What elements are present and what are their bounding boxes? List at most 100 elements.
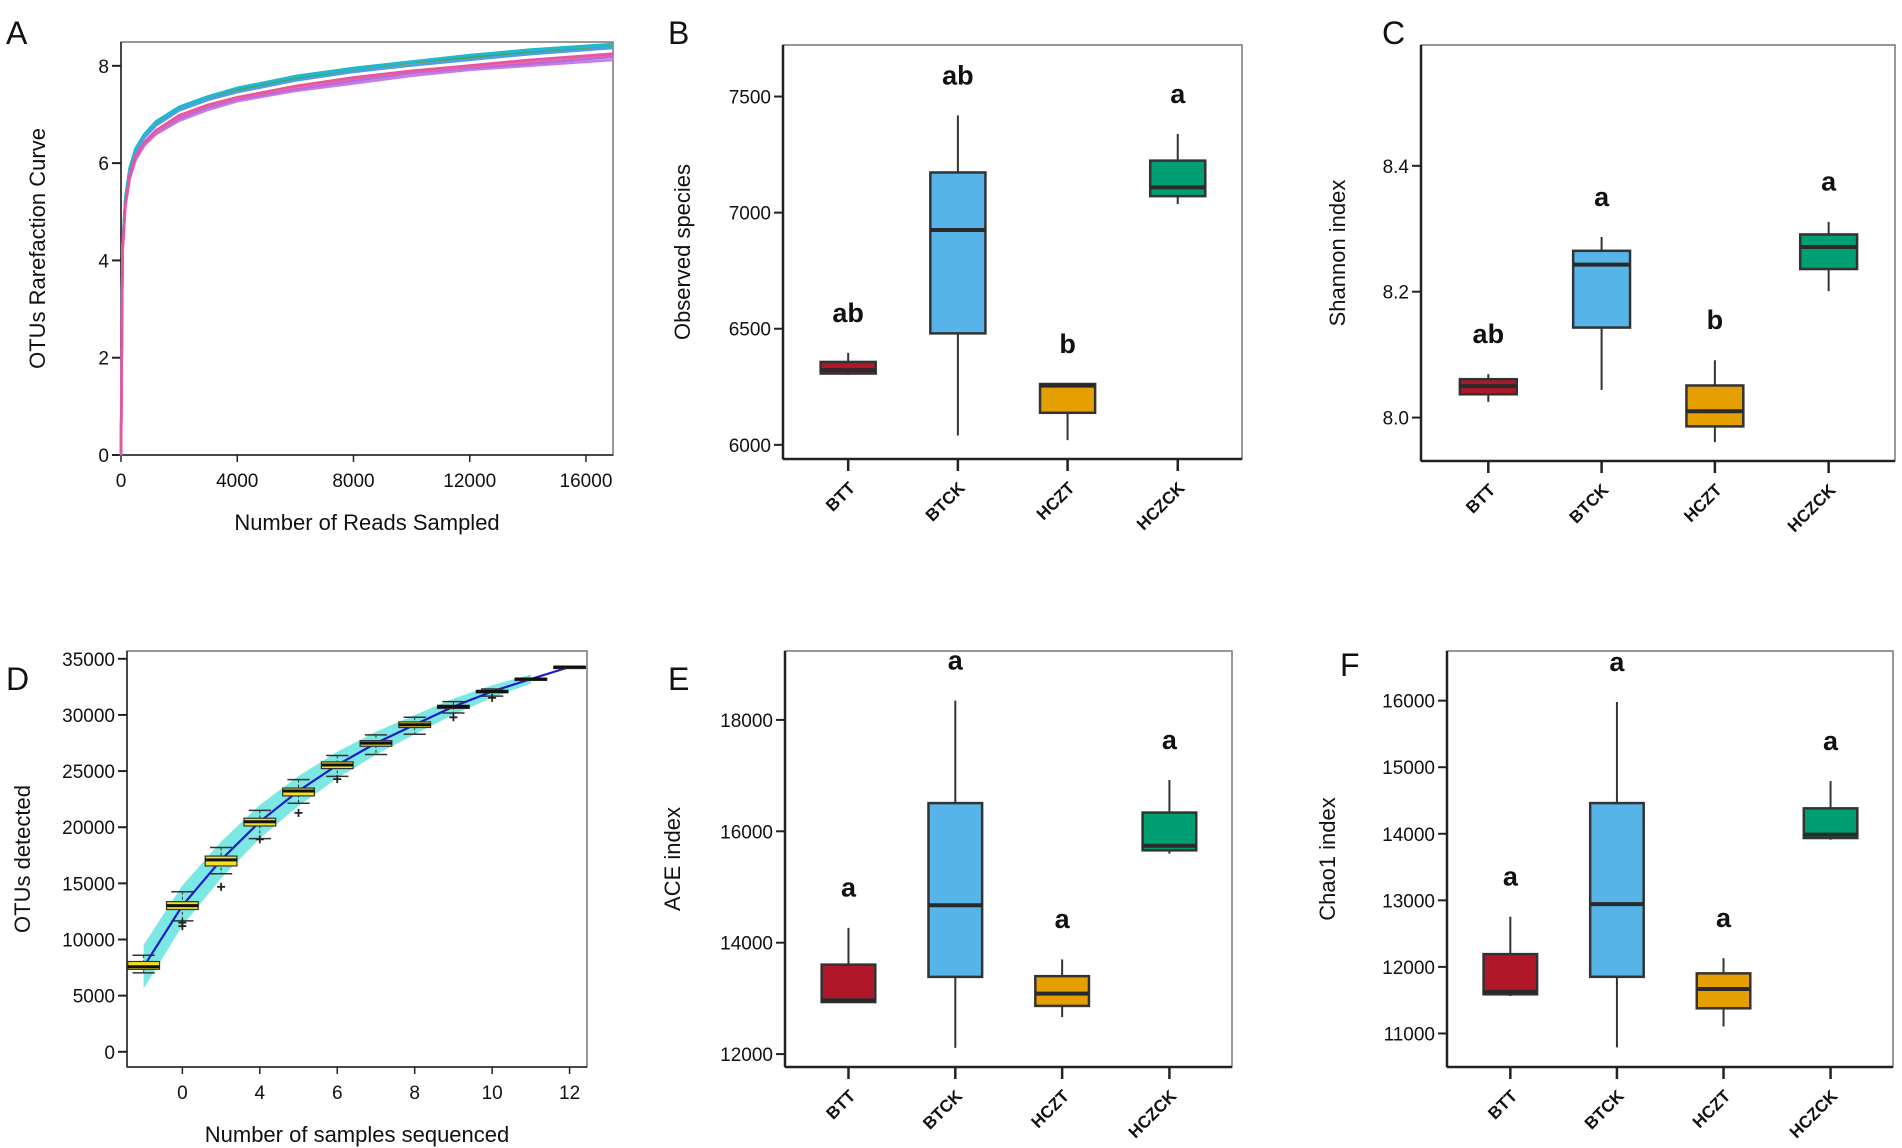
- box-body: [819, 360, 877, 375]
- x-category-label: HCZCK: [1784, 480, 1840, 536]
- box-3: [204, 846, 238, 891]
- box-5: [282, 778, 316, 817]
- x-tick-label: 4: [255, 1083, 266, 1104]
- outlier-marker: [294, 808, 303, 817]
- y-axis-title: OTUs Rarefaction Curve: [25, 128, 50, 369]
- panel-d: 0 5000 10000 15000 20000 25000 30000 35000 OTUs …: [10, 650, 588, 1147]
- x-category-label: BTCK: [922, 478, 969, 525]
- y-tick-label: 20000: [62, 818, 115, 839]
- significance-letter: a: [1055, 904, 1071, 934]
- x-category-label: BTCK: [1581, 1086, 1628, 1133]
- box-btck: [1588, 702, 1645, 1048]
- x-tick-label: 6: [332, 1083, 343, 1104]
- panel-label-c: C: [1382, 15, 1405, 51]
- x-category-label: HCZT: [1680, 480, 1726, 526]
- y-tick-label: 4: [98, 251, 109, 272]
- box-1: [127, 954, 161, 974]
- y-tick-label: 2: [98, 349, 109, 370]
- panel-c: 8.0 8.2 8.4 Shannon index BTT ab BTCK a HCZT b HCZ…: [1325, 44, 1896, 536]
- y-tick-label: 6: [98, 154, 109, 175]
- y-tick-label: 25000: [62, 762, 115, 783]
- y-tick-label: 7000: [729, 204, 771, 225]
- significance-letter: a: [1609, 647, 1625, 677]
- x-category-label: BTT: [1462, 480, 1499, 517]
- box-hczck: [1802, 781, 1859, 840]
- significance-letter: b: [1707, 305, 1724, 335]
- box-hczck: [1141, 780, 1198, 854]
- significance-letter: ab: [832, 298, 864, 328]
- y-axis-title: Shannon index: [1325, 180, 1350, 327]
- significance-letter: a: [1821, 167, 1837, 197]
- panel-f: 11000 12000 13000 14000 15000 16000 Chao1 inde…: [1315, 647, 1894, 1142]
- x-category-label: HCZCK: [1125, 1086, 1181, 1142]
- y-axis-title: Chao1 index: [1315, 797, 1340, 921]
- box-hczt: [1038, 382, 1097, 441]
- x-tick-label: 0: [116, 471, 127, 492]
- y-tick-label: 15000: [1382, 758, 1435, 779]
- y-tick-label: 0: [104, 1043, 115, 1064]
- x-tick-label: 16000: [560, 471, 613, 492]
- plot-frame: [126, 650, 588, 1068]
- x-axis-title: Number of samples sequenced: [205, 1122, 510, 1147]
- x-tick-label: 8: [409, 1083, 420, 1104]
- box-11: [514, 677, 548, 682]
- x-category-label: BTCK: [919, 1086, 966, 1133]
- x-tick-label: 8000: [332, 471, 374, 492]
- box-body: [1798, 233, 1859, 271]
- box-btck: [1571, 236, 1632, 390]
- box-hczt: [1685, 360, 1745, 443]
- x-tick-label: 4000: [216, 471, 258, 492]
- box-body: [927, 801, 984, 979]
- box-9: [436, 700, 470, 722]
- outlier-marker: [333, 775, 342, 784]
- x-category-label: BTT: [1484, 1086, 1521, 1123]
- y-tick-label: 10000: [62, 930, 115, 951]
- y-tick-label: 35000: [62, 650, 115, 671]
- box-body: [820, 963, 877, 1004]
- box-4: [243, 809, 277, 844]
- plot-frame: [784, 650, 1233, 1068]
- panel-label-d: D: [6, 661, 29, 697]
- outlier-marker: [255, 835, 264, 844]
- panel-label-a: A: [6, 15, 28, 51]
- x-tick-label: 12000: [443, 471, 496, 492]
- significance-letter: a: [1162, 725, 1178, 755]
- box-6: [320, 754, 354, 784]
- box-body: [1571, 249, 1632, 329]
- x-category-label: HCZT: [1033, 478, 1079, 524]
- box-body: [1034, 974, 1091, 1008]
- x-tick-label: 0: [177, 1083, 188, 1104]
- rarefaction-curve-5: [119, 43, 614, 456]
- box-btck: [929, 115, 987, 436]
- y-tick-label: 30000: [62, 706, 115, 727]
- box-7: [359, 734, 393, 756]
- significance-letter: ab: [1473, 319, 1505, 349]
- y-tick-label: 7500: [729, 88, 771, 109]
- x-axis-title: Number of Reads Sampled: [234, 510, 499, 535]
- y-tick-label: 16000: [1382, 692, 1435, 713]
- x-category-label: BTT: [822, 1086, 859, 1123]
- y-tick-label: 14000: [720, 934, 773, 955]
- x-category-label: BTT: [822, 478, 859, 515]
- significance-letter: b: [1059, 329, 1076, 359]
- y-tick-label: 8: [98, 57, 109, 78]
- panel-a: 0 2 4 6 8 OTUs Rarefaction Curve Number of Rea…: [25, 41, 614, 535]
- y-tick-label: 5000: [73, 987, 115, 1008]
- y-tick-label: 8.4: [1383, 157, 1410, 178]
- box-btt: [1482, 916, 1539, 997]
- significance-letter: a: [1170, 79, 1186, 109]
- x-category-label: HCZT: [1027, 1086, 1073, 1132]
- panel-label-e: E: [668, 661, 689, 697]
- y-tick-label: 16000: [720, 822, 773, 843]
- x-category-label: HCZT: [1689, 1086, 1735, 1132]
- outlier-marker: [178, 922, 187, 931]
- y-tick-label: 6500: [729, 320, 771, 341]
- box-body: [1685, 384, 1745, 428]
- confidence-band: [143, 674, 531, 989]
- x-category-label: BTCK: [1566, 480, 1613, 527]
- x-category-label: HCZCK: [1786, 1086, 1842, 1142]
- rarefaction-curve-1: [119, 44, 614, 456]
- y-axis-title: Observed species: [670, 164, 695, 340]
